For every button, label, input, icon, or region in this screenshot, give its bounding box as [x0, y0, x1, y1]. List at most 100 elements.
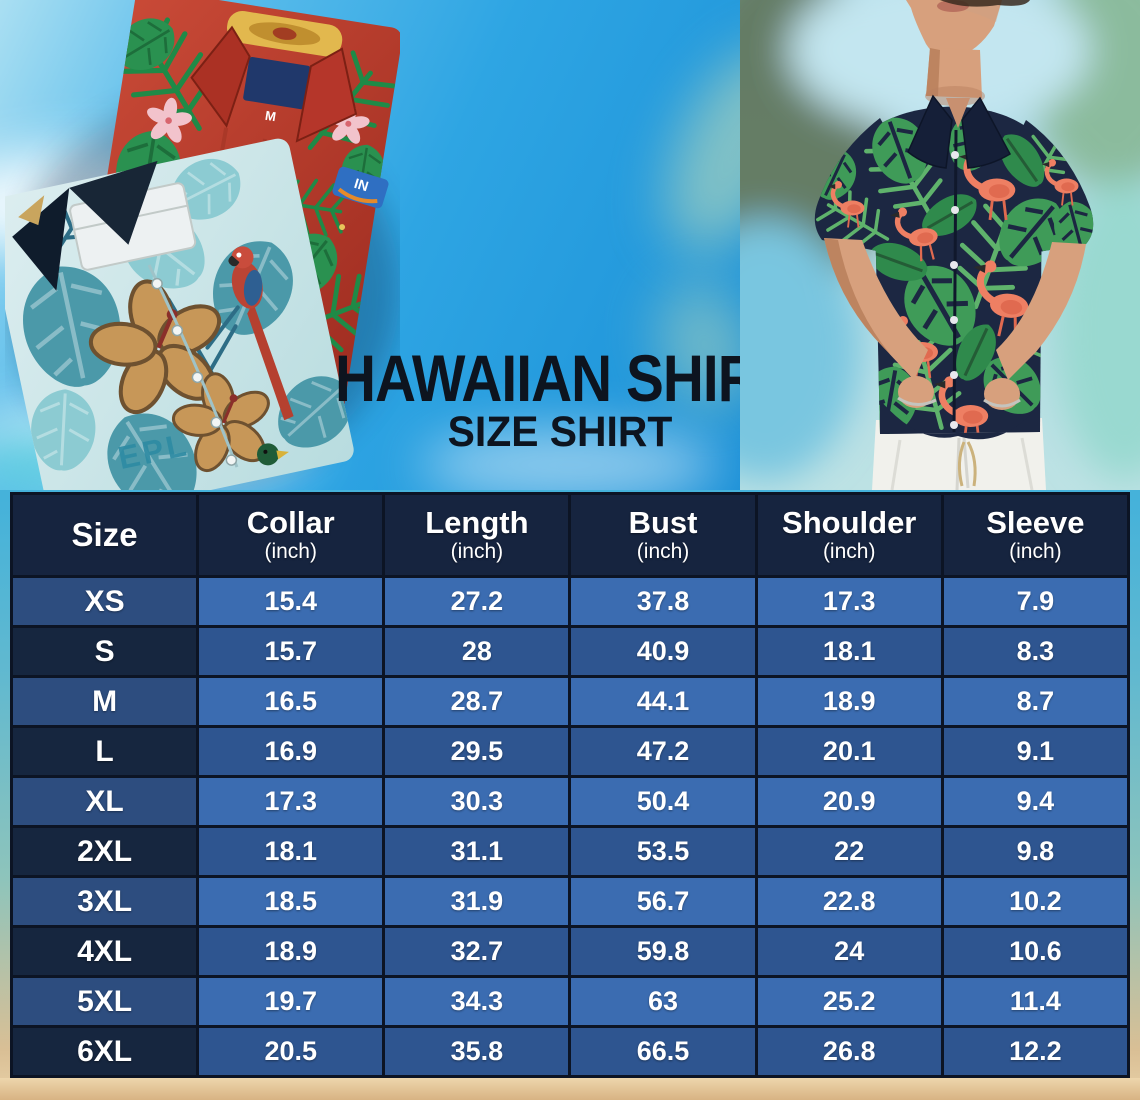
- size-cell: 6XL: [9, 1025, 200, 1078]
- measurement-cell: 28.7: [382, 675, 572, 728]
- column-unit: (inch): [1009, 539, 1062, 563]
- table-row: 6XL 20.5 35.8 66.5 26.8 12.2: [9, 1025, 1131, 1078]
- measurement-cell: 59.8: [568, 925, 758, 978]
- measurement-cell: 35.8: [382, 1025, 572, 1078]
- measurement-cell: 7.9: [940, 575, 1131, 628]
- size-table-header: Size Collar (inch) Length (inch) Bust (inch) Sh…: [9, 492, 1131, 578]
- measurement-cell: 19.7: [196, 975, 386, 1028]
- measurement-cell: 20.1: [754, 725, 944, 778]
- white-pants: [872, 418, 1046, 490]
- measurement-cell: 17.3: [196, 775, 386, 828]
- measurement-cell: 28: [382, 625, 572, 678]
- measurement-cell: 25.2: [754, 975, 944, 1028]
- measurement-cell: 15.4: [196, 575, 386, 628]
- table-row: 4XL 18.9 32.7 59.8 24 10.6: [9, 925, 1131, 978]
- size-table-body: XS 15.4 27.2 37.8 17.3 7.9 S 15.7 28 40.9 18.1 8.3 M…: [9, 575, 1131, 1078]
- measurement-cell: 18.9: [196, 925, 386, 978]
- measurement-cell: 56.7: [568, 875, 758, 928]
- table-row: XS 15.4 27.2 37.8 17.3 7.9: [9, 575, 1131, 628]
- measurement-cell: 32.7: [382, 925, 572, 978]
- measurement-cell: 24: [754, 925, 944, 978]
- measurement-cell: 11.4: [940, 975, 1131, 1028]
- table-row: XL 17.3 30.3 50.4 20.9 9.4: [9, 775, 1131, 828]
- table-row: 2XL 18.1 31.1 53.5 22 9.8: [9, 825, 1131, 878]
- column-header: Bust (inch): [568, 492, 758, 578]
- measurement-cell: 44.1: [568, 675, 758, 728]
- table-row: L 16.9 29.5 47.2 20.1 9.1: [9, 725, 1131, 778]
- measurement-cell: 34.3: [382, 975, 572, 1028]
- table-row: S 15.7 28 40.9 18.1 8.3: [9, 625, 1131, 678]
- red-shirt-inner-tag: [243, 56, 311, 110]
- measurement-cell: 50.4: [568, 775, 758, 828]
- sand-strip: [0, 1078, 1140, 1100]
- bird-print: [256, 443, 289, 466]
- column-header: Shoulder (inch): [754, 492, 944, 578]
- column-label: Shoulder: [782, 505, 917, 541]
- measurement-cell: 8.3: [940, 625, 1131, 678]
- measurement-cell: 9.8: [940, 825, 1131, 878]
- measurement-cell: 16.5: [196, 675, 386, 728]
- column-unit: (inch): [636, 539, 690, 563]
- measurement-cell: 63: [568, 975, 758, 1028]
- red-shirt-size-tag-text: M: [264, 108, 277, 125]
- measurement-cell: 12.2: [940, 1025, 1131, 1078]
- measurement-cell: 29.5: [382, 725, 572, 778]
- measurement-cell: 20.9: [754, 775, 944, 828]
- svg-text:IN: IN: [352, 175, 370, 194]
- measurement-cell: 15.7: [196, 625, 386, 678]
- folded-shirts-photo: M IN: [5, 0, 400, 490]
- size-cell: 4XL: [9, 925, 200, 978]
- column-header: Size: [9, 492, 200, 578]
- measurement-cell: 17.3: [754, 575, 944, 628]
- cloud-shape: [420, 430, 720, 490]
- measurement-cell: 40.9: [568, 625, 758, 678]
- measurement-cell: 10.6: [940, 925, 1131, 978]
- hero-banner: M IN: [0, 0, 1140, 490]
- blue-hawaiian-shirt: EPL: [5, 138, 356, 490]
- measurement-cell: 18.9: [754, 675, 944, 728]
- column-label: Sleeve: [986, 505, 1085, 541]
- table-header-row: Size Collar (inch) Length (inch) Bust (inch) Sh…: [9, 492, 1131, 578]
- measurement-cell: 66.5: [568, 1025, 758, 1078]
- measurement-cell: 16.9: [196, 725, 386, 778]
- size-cell: XS: [9, 575, 200, 628]
- size-cell: S: [9, 625, 200, 678]
- red-shirt-brand-print: IN: [332, 166, 389, 209]
- measurement-cell: 18.1: [754, 625, 944, 678]
- measurement-cell: 18.1: [196, 825, 386, 878]
- column-label: Collar: [246, 505, 335, 541]
- column-header: Collar (inch): [196, 492, 386, 578]
- page-title: HAWAIIAN SHIRT: [334, 341, 793, 416]
- measurement-cell: 37.8: [568, 575, 758, 628]
- column-unit: (inch): [450, 539, 504, 563]
- size-cell: 2XL: [9, 825, 200, 878]
- model-photo: [740, 0, 1140, 490]
- size-cell: 3XL: [9, 875, 200, 928]
- column-unit: (inch): [822, 539, 876, 563]
- title-block: HAWAIIAN SHIRT SIZE SHIRT: [318, 341, 802, 456]
- size-cell: XL: [9, 775, 200, 828]
- measurement-cell: 9.4: [940, 775, 1131, 828]
- column-label: Bust: [628, 505, 698, 541]
- size-cell: L: [9, 725, 200, 778]
- measurement-cell: 31.9: [382, 875, 572, 928]
- page-subtitle: SIZE SHIRT: [447, 408, 673, 456]
- column-label: Length: [425, 505, 529, 541]
- measurement-cell: 53.5: [568, 825, 758, 878]
- size-cell: 5XL: [9, 975, 200, 1028]
- column-unit: (inch): [264, 539, 317, 563]
- size-cell: M: [9, 675, 200, 728]
- measurement-cell: 22: [754, 825, 944, 878]
- measurement-cell: 47.2: [568, 725, 758, 778]
- size-table: Size Collar (inch) Length (inch) Bust (inch) Sh…: [9, 492, 1131, 1078]
- measurement-cell: 9.1: [940, 725, 1131, 778]
- measurement-cell: 27.2: [382, 575, 572, 628]
- table-row: 5XL 19.7 34.3 63 25.2 11.4: [9, 975, 1131, 1028]
- model-face: [906, 0, 1030, 106]
- column-label: Size: [71, 515, 138, 553]
- column-header: Sleeve (inch): [940, 492, 1131, 578]
- column-header: Length (inch): [382, 492, 572, 578]
- measurement-cell: 10.2: [940, 875, 1131, 928]
- measurement-cell: 31.1: [382, 825, 572, 878]
